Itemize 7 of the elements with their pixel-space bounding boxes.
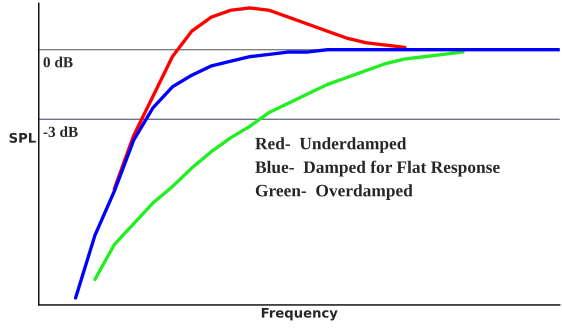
annotation: Red- Underdamped xyxy=(255,137,406,153)
y-axis-title: SPL xyxy=(10,132,36,143)
ref-line-label: 0 dB xyxy=(44,56,73,68)
annotation: Green- Overdamped xyxy=(256,184,413,200)
annotation: Blue- Damped for Flat Response xyxy=(255,160,500,177)
ref-line-label: -3 dB xyxy=(44,126,78,138)
x-axis-title: Frequency xyxy=(262,308,338,320)
